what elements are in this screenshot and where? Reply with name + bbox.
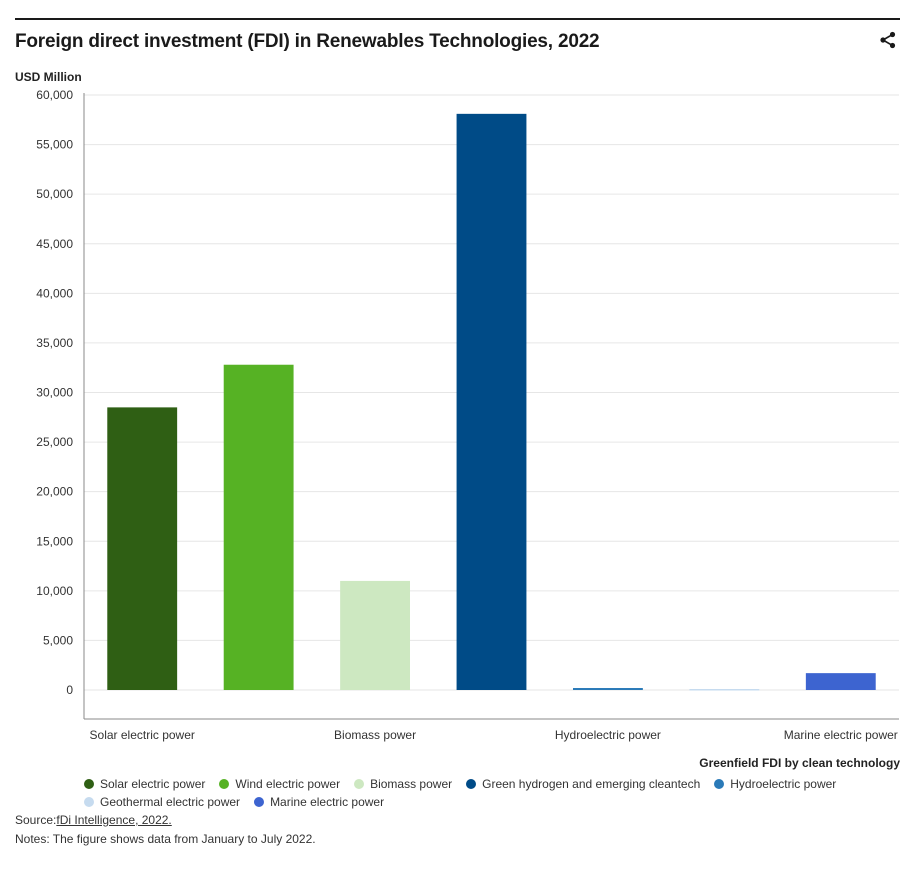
- legend-label: Solar electric power: [100, 777, 206, 791]
- legend-swatch-icon: [84, 779, 94, 789]
- share-icon[interactable]: [878, 30, 898, 50]
- y-tick-label: 5,000: [43, 633, 73, 647]
- legend-swatch-icon: [714, 779, 725, 789]
- bar-7[interactable]: Marine electric power: 1700: [805, 673, 876, 690]
- y-tick-label: 10,000: [36, 584, 73, 598]
- y-tick-label: 50,000: [36, 187, 73, 201]
- chart-title: Foreign direct investment (FDI) in Renew…: [15, 31, 600, 52]
- x-tick-label: Hydroelectric power: [555, 728, 661, 742]
- legend-swatch-icon: [84, 797, 94, 807]
- y-tick-label: 0: [66, 683, 73, 697]
- bar-5[interactable]: Hydroelectric power: 200: [573, 688, 643, 690]
- legend-item[interactable]: Hydroelectric power: [714, 775, 836, 793]
- legend-label: Green hydrogen and emerging cleantech: [482, 777, 701, 791]
- legend-item[interactable]: Green hydrogen and emerging cleantech: [466, 775, 700, 793]
- bar-1[interactable]: Solar electric power: 28500: [107, 407, 178, 690]
- legend-swatch-icon: [466, 779, 477, 789]
- y-tick-label: 60,000: [36, 88, 73, 102]
- x-tick-label: Solar electric power: [90, 728, 195, 742]
- legend-swatch-icon: [219, 779, 230, 789]
- bar-3[interactable]: Biomass power: 11000: [340, 580, 410, 690]
- legend-label: Wind electric power: [235, 777, 341, 791]
- legend-swatch-icon: [354, 779, 365, 789]
- legend-item[interactable]: Geothermal electric power: [84, 793, 240, 811]
- legend-item[interactable]: Wind electric power: [219, 775, 340, 793]
- legend: Solar electric power Wind electric power B…: [84, 775, 884, 811]
- legend-label: Geothermal electric power: [100, 795, 241, 809]
- y-tick-label: 20,000: [36, 485, 73, 499]
- legend-item[interactable]: Solar electric power: [84, 775, 205, 793]
- legend-item[interactable]: Marine electric power: [254, 793, 384, 811]
- y-tick-label: 45,000: [36, 237, 73, 251]
- x-axis-label: Greenfield FDI by clean technology: [699, 756, 900, 770]
- top-rule: [15, 18, 900, 20]
- legend-swatch-icon: [254, 797, 265, 807]
- source-note: Source:fDi Intelligence, 2022.: [15, 813, 172, 827]
- y-tick-label: 40,000: [36, 286, 73, 300]
- source-prefix: Source:: [15, 813, 57, 827]
- notes: Notes: The figure shows data from Januar…: [15, 832, 316, 846]
- legend-item[interactable]: Biomass power: [354, 775, 452, 793]
- legend-label: Biomass power: [370, 777, 453, 791]
- legend-label: Marine electric power: [270, 795, 385, 809]
- source-link[interactable]: fDi Intelligence, 2022.: [56, 813, 172, 827]
- y-tick-label: 55,000: [36, 138, 73, 152]
- y-tick-label: 15,000: [36, 534, 73, 548]
- legend-label: Hydroelectric power: [730, 777, 837, 791]
- y-tick-label: 30,000: [36, 386, 73, 400]
- y-tick-label: 35,000: [36, 336, 73, 350]
- x-tick-label: Marine electric power: [784, 728, 898, 742]
- bar-6[interactable]: Geothermal electric power: 100: [689, 689, 760, 691]
- y-axis-label: USD Million: [15, 70, 82, 84]
- bar-chart: 0 5,000 10,000 15,000 20,000 25,000 30,000 35,0…: [36, 88, 899, 742]
- bar-2[interactable]: Wind electric power: 32800: [223, 364, 294, 690]
- x-tick-label: Biomass power: [334, 728, 416, 742]
- y-tick-label: 25,000: [36, 435, 73, 449]
- bar-4[interactable]: Green hydrogen and emerging cleantech: 5…: [456, 113, 527, 690]
